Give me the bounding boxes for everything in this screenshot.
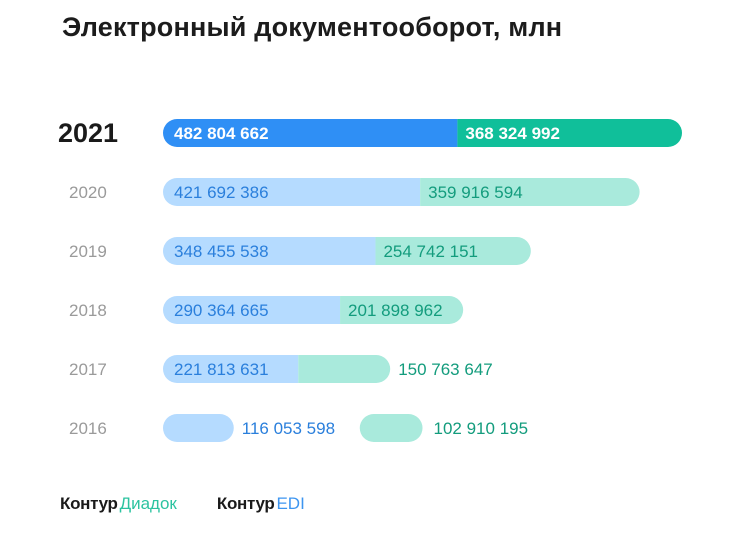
legend-product-edi: EDI [276,494,305,513]
value-label-diadoc-2016: 116 053 598 [242,419,335,438]
legend: Контур Диадок Контур EDI [60,494,305,514]
bar-row-2019: 2019 348 455 538 254 742 151 [69,237,531,265]
bar-row-2021: 2021 482 804 662 368 324 992 [58,118,682,148]
bar-edi-2018 [340,296,464,324]
year-label-2017: 2017 [69,360,107,379]
legend-brand: Контур [60,494,118,513]
bar-edi-2021 [457,119,682,147]
value-label-diadoc-2021: 482 804 662 [174,124,269,143]
value-label-diadoc-2018: 290 364 665 [174,301,269,320]
value-label-edi-2020: 359 916 594 [428,183,523,202]
year-label-2020: 2020 [69,183,107,202]
value-label-diadoc-2017: 221 813 631 [174,360,269,379]
legend-item-edi: Контур EDI [217,494,305,514]
value-label-edi-2016: 102 910 195 [434,419,529,438]
year-label-2019: 2019 [69,242,107,261]
bar-row-2016: 2016 116 053 598 102 910 195 [69,414,528,442]
year-label-2021: 2021 [58,118,118,148]
value-label-edi-2017: 150 763 647 [398,360,493,379]
legend-product-diadoc: Диадок [119,494,177,513]
bar-edi-2017 [298,355,391,383]
value-label-diadoc-2019: 348 455 538 [174,242,269,261]
value-label-edi-2019: 254 742 151 [383,242,478,261]
bar-row-2018: 2018 290 364 665 201 898 962 [69,296,464,324]
bar-diadoc-2019 [163,237,376,265]
bar-diadoc-2018 [163,296,341,324]
bar-diadoc-2020 [163,178,421,206]
year-label-2016: 2016 [69,419,107,438]
year-label-2018: 2018 [69,301,107,320]
value-label-edi-2021: 368 324 992 [465,124,560,143]
bar-row-2020: 2020 421 692 386 359 916 594 [69,178,640,206]
bar-diadoc-2017 [163,355,299,383]
bar-edi-2016 [359,414,423,442]
legend-brand: Контур [216,494,275,513]
bar-row-2017: 2017 221 813 631 150 763 647 [69,355,493,383]
bar-diadoc-2021 [163,119,458,147]
bar-diadoc-2016 [163,414,234,442]
bar-edi-2020 [420,178,640,206]
value-label-edi-2018: 201 898 962 [348,301,443,320]
bar-edi-2019 [375,237,531,265]
chart-title: Электронный документооборот, млн [62,12,563,42]
legend-item-diadoc: Контур Диадок [60,494,177,514]
value-label-diadoc-2020: 421 692 386 [174,183,269,202]
